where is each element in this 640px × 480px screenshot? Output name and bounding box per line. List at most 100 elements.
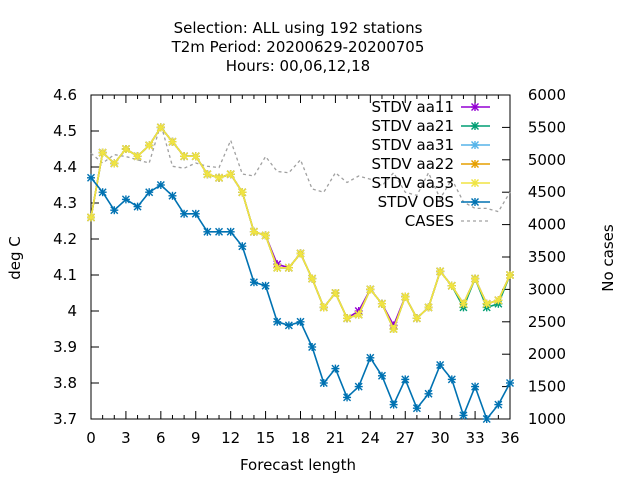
y-tick-label: 4.5	[53, 122, 77, 140]
point-stdv-aa33	[424, 303, 433, 312]
point-stdv-obs	[412, 404, 421, 413]
x-tick-labels: 0 3 6 9 12 15 18 21 24 27 30 33 36	[86, 429, 519, 447]
point-stdv-obs	[331, 364, 340, 373]
point-stdv-aa33	[238, 188, 247, 197]
y2-tick-label: 4500	[528, 183, 566, 201]
point-stdv-aa33	[319, 303, 328, 312]
point-stdv-obs	[180, 209, 189, 218]
y-tick-label: 4	[67, 302, 77, 320]
point-stdv-aa33	[436, 267, 445, 276]
x-tick-label: 15	[256, 429, 275, 447]
point-stdv-aa33	[343, 314, 352, 323]
point-stdv-obs	[389, 400, 398, 409]
point-stdv-obs	[249, 278, 258, 287]
point-stdv-obs	[459, 411, 468, 420]
y2-tick-label: 1500	[528, 378, 566, 396]
x-axis-label: Forecast length	[240, 456, 356, 474]
y-axis-label: deg C	[6, 236, 24, 280]
point-stdv-aa33	[401, 292, 410, 301]
y2-tick-labels: 1000 1500 2000 2500 3000 3500 4000 4500 5000 5500…	[528, 86, 566, 428]
y-tick-label: 3.8	[53, 374, 77, 392]
point-stdv-obs	[319, 379, 328, 387]
chart-title: Selection: ALL using 192 stations T2m Pe…	[171, 19, 425, 75]
y-tick-label: 4.1	[53, 266, 77, 284]
legend-label-stdv-aa33: STDV aa33	[372, 174, 454, 192]
legend-label-stdv-aa22: STDV aa22	[372, 155, 454, 173]
legend-marker-stdv-aa21	[471, 122, 479, 130]
y-tick-label: 4.2	[53, 230, 77, 248]
x-tick-label: 27	[396, 429, 415, 447]
point-stdv-aa33	[121, 145, 130, 153]
legend-label-stdv-aa31: STDV aa31	[372, 136, 454, 154]
point-stdv-obs	[471, 382, 480, 391]
x-tick-label: 36	[500, 429, 519, 447]
point-stdv-obs	[168, 191, 177, 200]
y2-tick-label: 4000	[528, 216, 566, 234]
point-stdv-obs	[482, 415, 491, 423]
point-stdv-obs	[284, 321, 293, 330]
x-tick-label: 0	[86, 429, 96, 447]
legend-marker-stdv-aa11	[471, 103, 479, 111]
y-tick-labels: 3.7 3.8 3.9 4 4.1 4.2 4.3 4.4 4.5 4.6	[53, 86, 77, 428]
y-tick-label: 4.3	[53, 194, 77, 212]
point-stdv-obs	[436, 361, 445, 369]
point-stdv-obs	[133, 202, 142, 211]
point-stdv-aa33	[447, 281, 456, 290]
point-stdv-obs	[366, 353, 375, 362]
point-stdv-obs	[226, 227, 235, 236]
point-stdv-aa33	[284, 263, 293, 272]
y2-tick-label: 6000	[528, 86, 566, 104]
x-tick-label: 30	[431, 429, 450, 447]
legend-marker-stdv-obs	[471, 198, 479, 206]
point-stdv-obs	[203, 227, 212, 236]
point-stdv-aa33	[110, 159, 119, 168]
point-stdv-aa33	[389, 325, 398, 333]
point-stdv-obs	[110, 206, 119, 215]
point-stdv-aa33	[366, 285, 375, 294]
legend-label-stdv-aa11: STDV aa11	[372, 98, 454, 116]
point-stdv-obs	[308, 343, 317, 351]
legend-label-stdv-aa21: STDV aa21	[372, 117, 454, 135]
point-stdv-aa33	[191, 152, 200, 161]
point-stdv-obs	[494, 400, 503, 409]
point-stdv-obs	[191, 209, 200, 218]
point-stdv-obs	[261, 281, 270, 290]
point-stdv-aa33	[226, 170, 235, 179]
series-line-cases	[90, 123, 511, 213]
y-tick-label: 3.7	[53, 410, 77, 428]
point-stdv-aa33	[308, 274, 317, 283]
x-tick-label: 6	[156, 429, 166, 447]
legend-marker-stdv-aa22	[471, 160, 479, 168]
x-tick-label: 21	[326, 429, 345, 447]
point-stdv-obs	[506, 379, 514, 387]
point-stdv-aa33	[296, 249, 305, 258]
point-stdv-aa33	[506, 271, 514, 279]
point-stdv-aa33	[331, 289, 340, 297]
chart-title-line-2: T2m Period: 20200629-20200705	[171, 38, 425, 56]
legend-marker-stdv-aa31	[471, 141, 479, 149]
point-stdv-obs	[156, 181, 165, 189]
point-stdv-obs	[121, 195, 130, 204]
point-stdv-aa33	[482, 299, 491, 308]
legend-label-cases: CASES	[405, 212, 454, 230]
point-stdv-obs	[343, 393, 352, 402]
x-tick-label: 12	[221, 429, 240, 447]
axis-ticks	[90, 94, 511, 420]
point-stdv-obs	[377, 371, 386, 380]
y2-tick-label: 1000	[528, 410, 566, 428]
point-stdv-aa33	[87, 213, 95, 222]
point-stdv-obs	[424, 389, 433, 398]
point-stdv-obs	[447, 375, 456, 384]
legend-label-stdv-obs: STDV OBS	[378, 193, 454, 211]
point-stdv-aa33	[249, 227, 258, 236]
point-stdv-aa33	[133, 152, 142, 161]
point-stdv-aa33	[459, 299, 468, 308]
point-stdv-aa33	[180, 152, 189, 161]
x-tick-label: 18	[291, 429, 310, 447]
point-stdv-aa33	[203, 170, 212, 179]
point-stdv-obs	[273, 317, 282, 326]
point-stdv-aa33	[98, 148, 107, 157]
y2-tick-label: 5000	[528, 151, 566, 169]
x-tick-label: 9	[191, 429, 201, 447]
